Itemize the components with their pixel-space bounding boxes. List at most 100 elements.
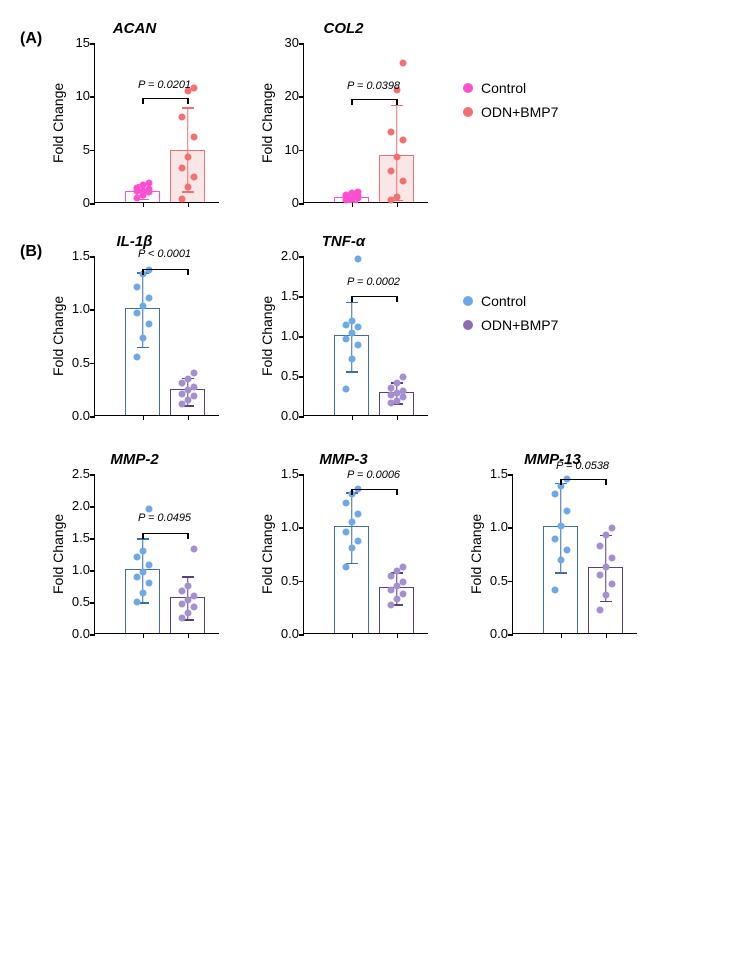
- legend-dot-odn-a: [463, 107, 473, 117]
- data-point: [348, 519, 355, 526]
- plot-area: P < 0.0001: [94, 256, 219, 416]
- legend-dot-odn-b: [463, 320, 473, 330]
- panel-b-label: (B): [20, 243, 42, 261]
- panel-b: (B) IL-1βFold Change1.51.00.50.0P < 0.00…: [15, 233, 738, 634]
- y-axis-label: Fold Change: [259, 474, 275, 634]
- panel-b-row2: MMP-2Fold Change2.52.01.51.00.50.0P = 0.…: [50, 451, 738, 634]
- data-point: [393, 595, 400, 602]
- data-point: [190, 604, 197, 611]
- data-point: [354, 510, 361, 517]
- data-point: [342, 499, 349, 506]
- chart-title: ACAN: [113, 20, 156, 37]
- data-point: [145, 186, 152, 193]
- data-point: [190, 384, 197, 391]
- panel-b-row1-charts: IL-1βFold Change1.51.00.50.0P < 0.0001TN…: [50, 233, 428, 416]
- legend-label-odn-a: ODN+BMP7: [481, 104, 558, 120]
- data-point: [139, 548, 146, 555]
- y-ticks: 2.52.01.51.00.50.0: [68, 474, 94, 634]
- data-point: [563, 546, 570, 553]
- data-point: [184, 184, 191, 191]
- legend-odn-b: ODN+BMP7: [463, 317, 558, 333]
- legend-control-b: Control: [463, 293, 558, 309]
- legend-dot-control-b: [463, 296, 473, 306]
- data-point: [608, 525, 615, 532]
- data-point: [399, 578, 406, 585]
- y-ticks: 151050: [68, 43, 94, 203]
- panel-a-label: (A): [20, 30, 42, 48]
- data-point: [551, 491, 558, 498]
- data-point: [387, 573, 394, 580]
- legend-label-control-b: Control: [481, 293, 526, 309]
- data-point: [596, 606, 603, 613]
- data-point: [133, 284, 140, 291]
- data-point: [133, 599, 140, 606]
- data-point: [348, 544, 355, 551]
- plot-area: P = 0.0398: [303, 43, 428, 203]
- legend-dot-control-a: [463, 83, 473, 93]
- plot-area: P = 0.0538: [512, 474, 637, 634]
- data-point: [190, 133, 197, 140]
- data-point: [348, 330, 355, 337]
- data-point: [342, 563, 349, 570]
- chart-area: Fold Change2.01.51.00.50.0P = 0.0002: [259, 256, 428, 416]
- chart-mmp13: MMP-13Fold Change1.51.00.50.0P = 0.0538: [468, 451, 637, 634]
- data-point: [399, 177, 406, 184]
- data-point: [190, 370, 197, 377]
- data-point: [354, 341, 361, 348]
- p-value-text: P = 0.0002: [347, 276, 400, 288]
- data-point: [145, 321, 152, 328]
- chart-title: COL2: [323, 20, 363, 37]
- plot-area: P = 0.0495: [94, 474, 219, 634]
- data-point: [342, 336, 349, 343]
- data-point: [178, 195, 185, 202]
- data-point: [557, 523, 564, 530]
- data-point: [399, 137, 406, 144]
- y-axis-label: Fold Change: [468, 474, 484, 634]
- chart-mmp2: MMP-2Fold Change2.52.01.51.00.50.0P = 0.…: [50, 451, 219, 634]
- y-ticks: 1.51.00.50.0: [277, 474, 303, 634]
- chart-area: Fold Change2.52.01.51.00.50.0P = 0.0495: [50, 474, 219, 634]
- data-point: [184, 154, 191, 161]
- panel-a: (A) ACAN Fold Change151050P = 0.0201 COL2 F…: [15, 20, 738, 203]
- data-point: [596, 542, 603, 549]
- chart-tnf: TNF-α Fold Change2.01.51.00.50.0P = 0.000…: [259, 233, 428, 416]
- data-point: [145, 179, 152, 186]
- data-point: [178, 614, 185, 621]
- plot-area: P = 0.0002: [303, 256, 428, 416]
- data-point: [551, 536, 558, 543]
- chart-title: TNF-α: [322, 233, 365, 250]
- data-point: [551, 587, 558, 594]
- data-point: [190, 545, 197, 552]
- data-point: [190, 174, 197, 181]
- chart-area: Fold Change1.51.00.50.0P < 0.0001: [50, 256, 219, 416]
- data-point: [399, 394, 406, 401]
- legend-label-control-a: Control: [481, 80, 526, 96]
- data-point: [608, 555, 615, 562]
- legend-odn-a: ODN+BMP7: [463, 104, 558, 120]
- plot-area: P = 0.0201: [94, 43, 219, 203]
- data-point: [563, 508, 570, 515]
- data-point: [145, 580, 152, 587]
- data-point: [178, 113, 185, 120]
- chart-acan: ACAN Fold Change151050P = 0.0201: [50, 20, 219, 203]
- data-point: [393, 193, 400, 200]
- y-axis-label: Fold Change: [50, 256, 66, 416]
- data-point: [178, 587, 185, 594]
- data-point: [608, 580, 615, 587]
- data-point: [178, 164, 185, 171]
- data-point: [602, 591, 609, 598]
- data-point: [399, 590, 406, 597]
- p-value-text: P = 0.0006: [347, 469, 400, 481]
- data-point: [354, 256, 361, 263]
- data-point: [387, 602, 394, 609]
- data-point: [139, 568, 146, 575]
- y-axis-label: Fold Change: [50, 43, 66, 203]
- chart-mmp3: MMP-3Fold Change1.51.00.50.0P = 0.0006: [259, 451, 428, 634]
- data-point: [139, 303, 146, 310]
- chart-area: Fold Change151050P = 0.0201: [50, 43, 219, 203]
- chart-il1: IL-1βFold Change1.51.00.50.0P < 0.0001: [50, 233, 219, 416]
- panel-b-legend: Control ODN+BMP7: [463, 293, 558, 333]
- data-point: [133, 573, 140, 580]
- data-point: [596, 572, 603, 579]
- y-ticks: 3020100: [277, 43, 303, 203]
